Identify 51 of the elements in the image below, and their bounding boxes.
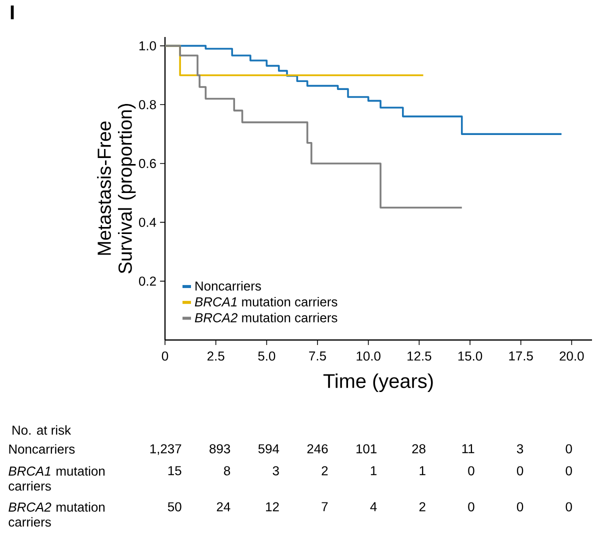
text: 0: [566, 502, 572, 512]
legend-label: BRCA1 mutation carriers: [194, 296, 338, 306]
x-tick-label: 15.0: [458, 351, 482, 361]
text: 594: [258, 444, 280, 454]
y-tick-label: 0.2: [138, 276, 156, 286]
text: 0: [516, 502, 524, 512]
y-tick-label: 0.4: [138, 218, 156, 227]
text: 3: [272, 466, 279, 476]
text: 8: [224, 466, 230, 476]
x-tick-label: 20.0: [560, 351, 584, 361]
x-tick-label: 0: [162, 351, 168, 361]
text: 11: [462, 444, 474, 454]
x-tick-label: 5.0: [258, 351, 276, 361]
x-tick-label: 17.5: [509, 351, 533, 361]
text: 50: [168, 502, 182, 512]
text: 0: [566, 444, 572, 454]
text: No. at risk: [12, 425, 72, 435]
text: 101: [356, 444, 377, 454]
legend-label: Noncarriers: [196, 281, 261, 291]
text: 1: [420, 466, 426, 476]
x-tick-label: 10.0: [356, 351, 380, 361]
text: 0: [516, 466, 524, 476]
text: 0: [468, 502, 474, 512]
text: 4: [370, 502, 377, 512]
y-tick-label: 1.0: [139, 41, 156, 50]
y-tick-label: 0.8: [138, 100, 156, 110]
x-tick-label: 2.5: [207, 351, 224, 361]
y-axis-title: Metastasis-Free Survival (proportion): [97, 104, 136, 274]
text: 1: [370, 466, 377, 476]
text: 246: [307, 444, 328, 454]
text: BRCA1 mutation carriers: [8, 466, 105, 491]
text: 15: [168, 466, 182, 476]
text: 28: [412, 444, 426, 454]
text: BRCA2 mutation carriers: [8, 502, 105, 527]
text: 24: [216, 502, 230, 512]
legend-label: BRCA2 mutation carriers: [194, 312, 338, 322]
text: 2: [322, 466, 328, 476]
x-tick-label: 7.5: [309, 351, 326, 361]
x-tick-label: 12.5: [408, 351, 432, 361]
text: 7: [322, 502, 328, 512]
text: Noncarriers: [9, 444, 75, 454]
y-tick-label: 0.6: [138, 158, 156, 168]
x-axis-title: Time (years): [323, 373, 433, 392]
text: 1,237: [150, 444, 182, 455]
text: 3: [516, 444, 524, 454]
text: 0: [566, 466, 572, 476]
text: 2: [419, 502, 426, 512]
chart-title: I: [10, 6, 14, 20]
text: 0: [468, 466, 474, 476]
text: 893: [210, 444, 230, 454]
text: 12: [266, 502, 279, 512]
